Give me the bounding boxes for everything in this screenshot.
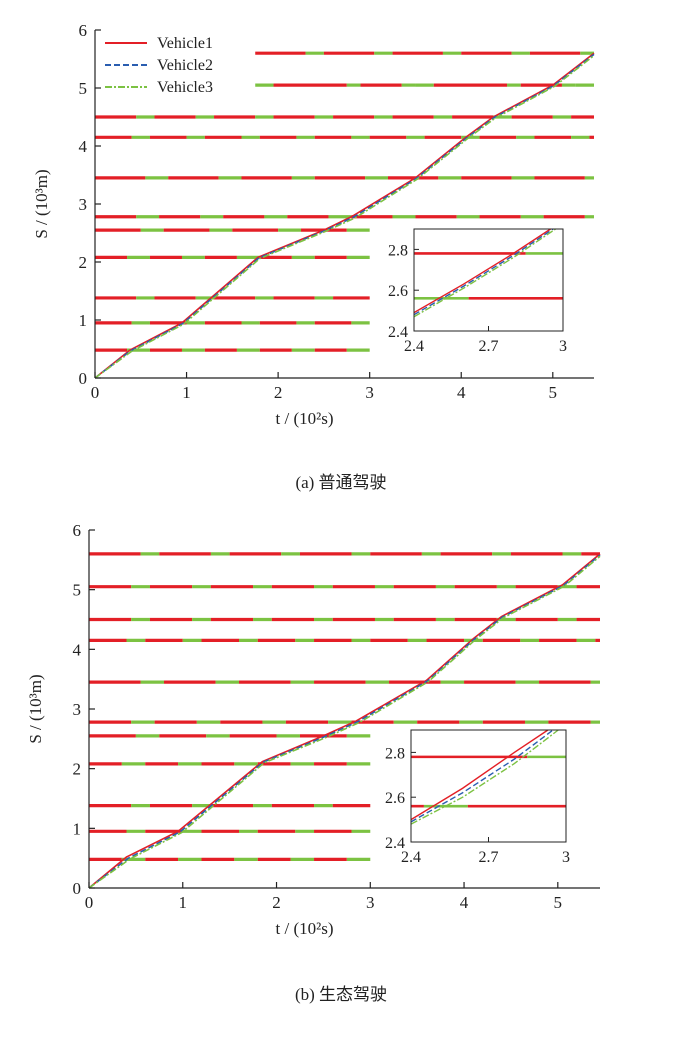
panel-a-chart: 0 1 2 3 4 5 0 1 2 3 4 5 6 t / (10²s) S / (10³m) Vehicle… <box>32 21 595 428</box>
chart1-inset-y-tick-label: 2.6 <box>385 790 405 807</box>
chart1-x-axis-label: t / (10²s) <box>276 919 334 938</box>
chart0-inset-series-vehicle3-line <box>413 228 556 318</box>
chart0-x-tick-label: 0 <box>91 383 100 402</box>
chart0-inset-background <box>380 225 571 359</box>
chart0-inset-series-vehicle2-line <box>413 228 554 316</box>
chart0-inset-y-tick-label: 2.4 <box>388 324 408 341</box>
chart0-inset-x-tick-label: 3 <box>559 338 567 355</box>
chart1-x-tick-label: 0 <box>85 893 94 912</box>
caption-b: (b) 生态驾驶 <box>295 985 387 1004</box>
chart0-y-tick-label: 5 <box>79 79 88 98</box>
chart1-series-vehicle1-line <box>88 553 601 889</box>
chart1-y-tick-label: 1 <box>73 819 82 838</box>
chart0-x-tick-label: 4 <box>457 383 466 402</box>
chart1-y-tick-label: 2 <box>73 760 82 779</box>
chart0-inset-y-tick-label: 2.8 <box>388 242 408 259</box>
chart0-y-tick-label: 1 <box>79 311 88 330</box>
chart1-y-tick-label: 4 <box>73 640 82 659</box>
chart0-legend-label-vehicle2: Vehicle2 <box>157 57 213 74</box>
chart0-inset-x-tick-label: 2.7 <box>479 338 499 355</box>
chart0-series-vehicle1-line <box>94 52 595 379</box>
chart0-inset-y-tick-label: 2.6 <box>388 283 408 300</box>
chart1-inset-y-tick-label: 2.8 <box>385 745 405 762</box>
chart1-x-tick-label: 4 <box>460 893 469 912</box>
chart0-inset-x-tick-label: 2.4 <box>404 338 424 355</box>
panel-b-chart: 0 1 2 3 4 5 0 1 2 3 4 5 6 t / (10²s) S / (10³m) 2.4 2.7 3… <box>26 521 601 938</box>
chart1-y-tick-label: 6 <box>73 521 82 540</box>
chart1-inset-series-vehicle3-line <box>410 729 559 825</box>
chart1-x-tick-label: 2 <box>272 893 281 912</box>
chart1-inset-series-vehicle2-line <box>410 729 554 823</box>
chart1-series-vehicle2-line <box>88 554 601 889</box>
chart0-y-tick-label: 4 <box>79 137 88 156</box>
chart1-inset-x-tick-label: 2.4 <box>401 849 421 866</box>
chart1-y-tick-label: 3 <box>73 700 82 719</box>
chart0-x-tick-label: 3 <box>365 383 374 402</box>
chart0-inset-series-vehicle1-line <box>413 228 551 314</box>
chart0-legend-label-vehicle1: Vehicle1 <box>157 35 213 52</box>
chart0-x-axis-label: t / (10²s) <box>276 409 334 428</box>
caption-a: (a) 普通驾驶 <box>295 473 386 492</box>
chart1-inset-y-tick-label: 2.4 <box>385 835 405 852</box>
chart0-x-tick-label: 5 <box>549 383 558 402</box>
chart0-y-tick-label: 0 <box>79 369 88 388</box>
chart1-inset-background <box>377 726 574 870</box>
chart1-y-tick-label: 5 <box>73 581 82 600</box>
chart0-y-tick-label: 6 <box>79 21 88 40</box>
chart0-y-axis-label: S / (10³m) <box>32 169 51 238</box>
chart0-y-tick-label: 2 <box>79 253 88 272</box>
chart0-x-tick-label: 1 <box>182 383 191 402</box>
chart0-series-vehicle3-line <box>94 54 595 379</box>
chart1-y-tick-label: 0 <box>73 879 82 898</box>
chart1-x-tick-label: 3 <box>366 893 375 912</box>
chart0-legend-label-vehicle3: Vehicle3 <box>157 79 213 96</box>
chart1-y-axis-label: S / (10³m) <box>26 674 45 743</box>
chart0-y-tick-label: 3 <box>79 195 88 214</box>
chart1-series-vehicle3-line <box>88 555 601 889</box>
chart1-x-tick-label: 1 <box>179 893 188 912</box>
chart1-inset-series-vehicle1-line <box>410 729 549 821</box>
chart1-x-tick-label: 5 <box>554 893 563 912</box>
chart0-series-vehicle2-line <box>94 53 595 379</box>
chart1-inset-x-tick-label: 2.7 <box>479 849 499 866</box>
chart1-inset-x-tick-label: 3 <box>562 849 570 866</box>
chart0-x-tick-label: 2 <box>274 383 283 402</box>
